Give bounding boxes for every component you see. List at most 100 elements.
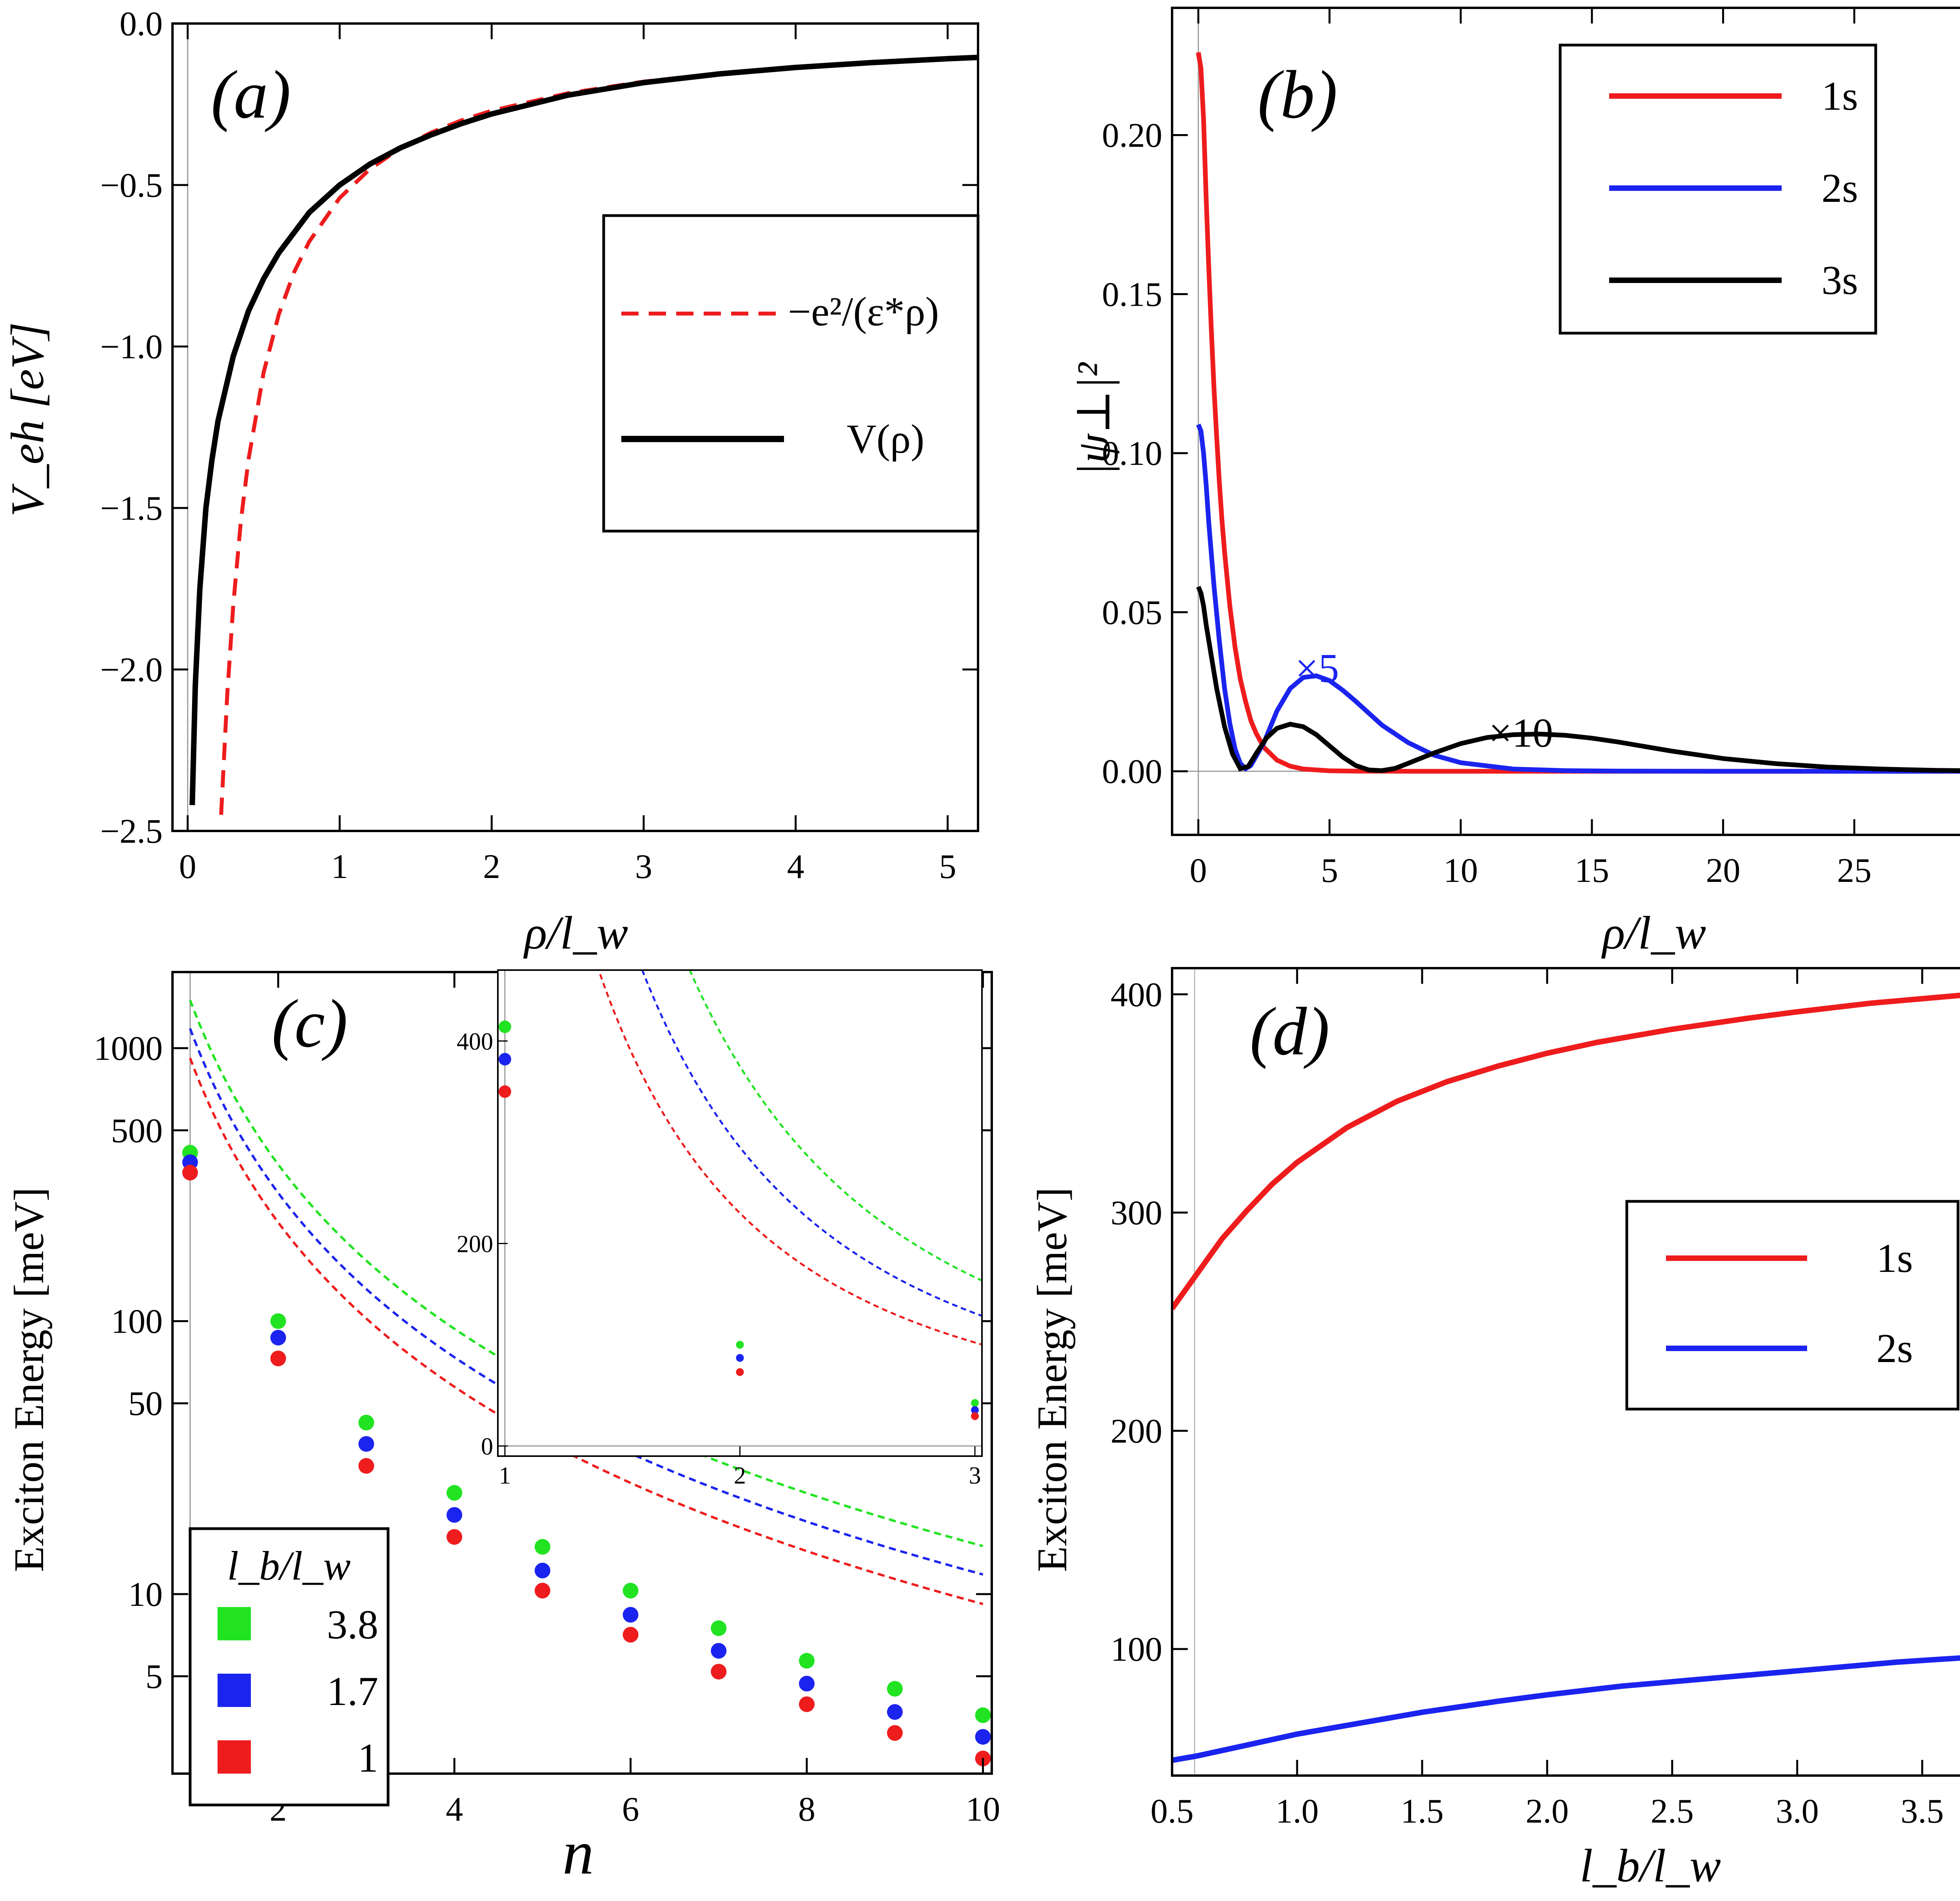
panel-c-y-tick-label: 5 [145, 1658, 163, 1696]
panel-b-legend-label-2s: 2s [1822, 165, 1858, 211]
panel-a-legend-box [602, 214, 980, 533]
panel-c-y-tick-label: 100 [111, 1303, 163, 1341]
panel-c-legend-swatch-green [218, 1607, 251, 1640]
panel-b-x-tick-label: 0 [1190, 852, 1207, 890]
panel-c-legend-label-blue: 1.7 [327, 1668, 378, 1714]
panel-c-inset-point-blue [971, 1406, 979, 1414]
panel-c-point-red [887, 1725, 903, 1741]
panel-b-legend-label-1s: 1s [1822, 73, 1858, 119]
panel-c-y-tick-label: 1000 [94, 1030, 163, 1068]
panel-d-label: (d) [1250, 993, 1330, 1069]
panel-a-legend-label-potential: V(ρ) [847, 416, 924, 462]
panel-c-point-red [182, 1165, 198, 1181]
panel-d-x-tick-label: 1.0 [1276, 1792, 1319, 1830]
panel-c-point-blue [446, 1507, 463, 1523]
panel-c-label: (c) [272, 985, 348, 1061]
panel-d-ticks: 0.5 1.0 1.5 2.0 2.5 3.0 3.5 100 200 300 400 [1111, 968, 1944, 1830]
panel-c-inset-x-tick-label: 3 [969, 1462, 981, 1489]
panel-c-point-blue [270, 1330, 286, 1346]
panel-c-inset-point-red [736, 1368, 744, 1376]
panel-b-frame [1171, 7, 1960, 836]
panel-c-point-green [622, 1583, 639, 1599]
panel-c-y-tick-label: 500 [111, 1112, 163, 1150]
panel-c-point-red [622, 1627, 639, 1643]
panel-a-legend: −e²/(ε*ρ) V(ρ) [602, 214, 980, 533]
panel-b-x-tick-label: 15 [1575, 852, 1609, 890]
panel-d-series-1s [1172, 992, 1960, 1310]
panel-c-x-tick-label: 8 [798, 1790, 815, 1828]
panel-c-point-green [534, 1539, 550, 1555]
panel-a-y-tick-label: 0.0 [120, 5, 163, 43]
panel-a-x-tick-label: 4 [787, 848, 804, 886]
panel-c-y-label: Exciton Energy [meV] [6, 1187, 53, 1572]
panel-b-y-tick-label: 0.20 [1102, 117, 1162, 155]
panel-c-x-label: n [563, 1818, 594, 1887]
panel-a-x-tick-label: 3 [635, 848, 652, 886]
panel-c-x-tick-label: 6 [622, 1790, 639, 1828]
panel-c-point-green [711, 1620, 727, 1636]
panel-c-inset-point-blue [498, 1053, 511, 1066]
panel-a-ticks: 0 1 2 3 4 5 0.0 −0.5 −1.0 −1.5 −2.0 −2.5 [100, 5, 978, 886]
panel-c-point-red [446, 1529, 463, 1545]
panel-b-x-tick-label: 5 [1321, 852, 1338, 890]
panel-c-point-green [358, 1415, 374, 1431]
panel-b-y-tick-label: 0.05 [1102, 594, 1162, 632]
panel-c-legend: l_b/l_w 3.8 1.7 1 [189, 1527, 390, 1807]
panel-b-y-tick-label: 0.00 [1102, 753, 1162, 791]
panel-c-inset-x-tick-label: 1 [499, 1462, 511, 1489]
panel-c-point-green [446, 1485, 463, 1501]
panel-c-legend-swatch-red [218, 1740, 251, 1774]
panel-a-x-tick-label: 2 [483, 848, 500, 886]
panel-b-legend: 1s 2s 3s [1559, 44, 1877, 335]
panel-c-legend-label-red: 1 [358, 1735, 379, 1781]
panel-c-legend-label-green: 3.8 [327, 1602, 378, 1647]
panel-b-ticks: 0510152025300.000.050.100.150.20 [1102, 8, 1871, 890]
panel-a-label: (a) [211, 56, 291, 132]
panel-d-legend-label-1s: 1s [1877, 1235, 1913, 1281]
panel-c-point-blue [887, 1704, 903, 1720]
panel-a-x-tick-label: 1 [331, 848, 348, 886]
panel-c-inset-fit-curve-red [597, 970, 982, 1346]
panel-c-x-tick-label: 10 [966, 1790, 1000, 1828]
panel-d-frame [1171, 967, 1960, 1777]
panel-a-y-tick-label: −0.5 [100, 167, 163, 205]
panel-a-x-tick-label: 0 [179, 848, 196, 886]
panel-c-inset-y-tick-label: 200 [457, 1231, 493, 1258]
panel-d-x-label: l_b/l_w [1580, 1839, 1721, 1892]
panel-c-point-blue [534, 1562, 550, 1578]
panel-b-label: (b) [1258, 56, 1338, 132]
panel-b-y-tick-label: 0.15 [1102, 276, 1162, 314]
panel-b-legend-label-3s: 3s [1822, 257, 1858, 303]
panel-c-x-tick-label: 4 [446, 1790, 463, 1828]
panel-d-x-tick-label: 0.5 [1151, 1792, 1194, 1830]
panel-d-series-2s [1172, 1655, 1960, 1763]
panel-b-series-2s [1196, 423, 1960, 774]
panel-d-x-tick-label: 2.0 [1526, 1792, 1569, 1830]
panel-d-y-tick-label: 200 [1111, 1412, 1162, 1450]
panel-a-x-label: ρ/l_w [523, 907, 628, 959]
panel-d-x-tick-label: 1.5 [1401, 1792, 1444, 1830]
panel-c-point-red [270, 1350, 286, 1366]
panel-c-point-green [799, 1653, 815, 1669]
panel-b-annotation-x5: ×5 [1295, 645, 1339, 691]
panel-d-y-label: Exciton Energy [meV] [1029, 1187, 1076, 1572]
panel-d-legend-box [1625, 1200, 1960, 1411]
panel-c-inset-y-tick-label: 0 [481, 1433, 493, 1460]
panel-d-x-tick-label: 2.5 [1651, 1792, 1694, 1830]
panel-c-inset-x-tick-label: 2 [734, 1462, 746, 1489]
panel-a-chart: 0 1 2 3 4 50.0−0.5−1.0−1.5−2.0−2.5 (a) ρ/l_w … [1, 5, 980, 959]
panel-c-y-tick-label: 10 [128, 1576, 163, 1614]
panel-d-plot-area [1171, 967, 1960, 1777]
panel-a-x-tick-label: 5 [939, 848, 956, 886]
panel-a-y-label: V_eh [eV] [1, 322, 53, 517]
panel-b-annotation-x10: ×10 [1489, 710, 1553, 756]
panel-d-x-tick-label: 3.5 [1901, 1792, 1944, 1830]
panel-c-legend-swatch-blue [218, 1674, 251, 1707]
panel-c-point-green [975, 1707, 991, 1723]
panel-d-chart: 0.5 1.0 1.5 2.0 2.5 3.0 3.5 100 200 300 400 (d) l_… [1029, 967, 1960, 1892]
panel-c-point-green [887, 1681, 903, 1697]
panel-b-chart: 0510152025300.000.050.100.150.20 (b) ρ/l… [1067, 7, 1960, 959]
panel-c-inset-point-red [498, 1085, 511, 1098]
